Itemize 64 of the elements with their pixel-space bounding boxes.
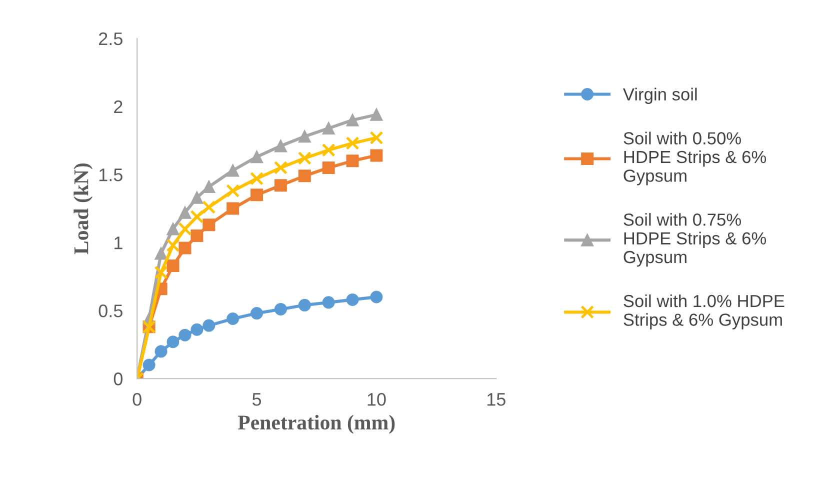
legend-label: Soil with 0.50% HDPE Strips & 6% Gypsum: [624, 132, 766, 186]
point: [346, 114, 359, 126]
point: [190, 323, 204, 336]
point: [178, 222, 192, 236]
y-tick-label: 0.5: [98, 304, 122, 318]
y-tick-label: 2: [114, 100, 122, 114]
point: [322, 122, 335, 135]
point: [190, 230, 204, 242]
point: [298, 298, 311, 312]
point: [322, 161, 335, 174]
point: [154, 345, 168, 358]
point: [274, 302, 287, 316]
point: [226, 164, 240, 177]
point: [298, 170, 311, 182]
y-tick-label: 0: [114, 372, 122, 386]
point: [142, 358, 156, 372]
point: [166, 336, 180, 348]
point: [202, 218, 216, 232]
point: [178, 206, 192, 219]
point: [226, 312, 240, 326]
point: [274, 160, 288, 175]
y-axis-title: Load (kN): [74, 163, 93, 254]
y-tick-label: 1: [114, 236, 122, 250]
point: [298, 130, 311, 143]
point: [370, 130, 384, 145]
point: [346, 154, 359, 168]
legend-label: Soil with 0.75% HDPE Strips & 6% Gypsum: [624, 213, 766, 267]
x-tick-label: 15: [487, 393, 506, 406]
point: [370, 149, 383, 162]
point: [250, 307, 264, 320]
x-axis-title: Penetration (mm): [238, 414, 395, 434]
point: [154, 266, 168, 280]
x-tick-label: 0: [132, 392, 142, 406]
point: [226, 202, 240, 215]
point: [166, 238, 180, 252]
point: [202, 180, 216, 194]
point: [178, 242, 192, 254]
legend-label: Soil with 1.0% HDPE Strips & 6% Gypsum: [624, 294, 784, 330]
point: [346, 136, 360, 150]
point: [178, 328, 192, 342]
point: [226, 184, 240, 198]
point: [322, 143, 336, 157]
point: [190, 191, 204, 204]
point: [274, 140, 287, 152]
point: [370, 290, 383, 304]
point: [250, 150, 264, 164]
y-tick-label: 1.5: [99, 168, 122, 182]
point: [250, 172, 264, 186]
point: [298, 151, 312, 165]
point: [346, 293, 359, 306]
x-tick-label: 5: [252, 393, 262, 406]
y-tick-label: 2.5: [99, 32, 122, 46]
point: [202, 200, 216, 214]
point: [250, 188, 264, 202]
x-tick-label: 10: [368, 392, 386, 406]
point: [370, 108, 383, 121]
point: [190, 210, 204, 224]
point: [154, 247, 168, 260]
legend-label: Virgin soil: [622, 88, 697, 104]
point: [166, 259, 180, 272]
point: [322, 296, 335, 309]
point: [166, 222, 180, 236]
point: [202, 319, 216, 332]
point: [274, 179, 287, 192]
